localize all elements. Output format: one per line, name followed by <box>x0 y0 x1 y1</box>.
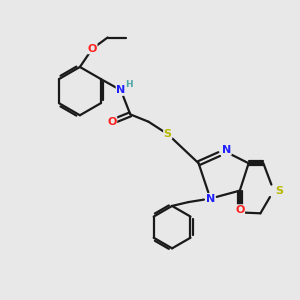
Text: N: N <box>206 194 215 204</box>
Text: H: H <box>125 80 133 89</box>
Text: O: O <box>235 205 244 215</box>
Text: O: O <box>88 44 97 54</box>
Text: N: N <box>222 145 231 155</box>
Text: N: N <box>116 85 125 95</box>
Text: S: S <box>164 129 172 139</box>
Text: O: O <box>107 117 117 127</box>
Text: S: S <box>275 186 283 196</box>
